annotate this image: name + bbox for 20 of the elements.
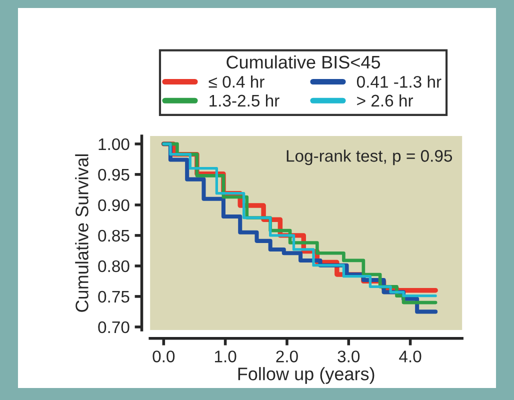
y-tick-label: 0.75: [98, 290, 130, 303]
y-axis-title: Cumulative Survival: [75, 154, 88, 312]
legend-title: Cumulative BIS<45: [226, 55, 380, 69]
y-tick-label: 1.00: [98, 138, 130, 150]
legend-label: 1.3-2.5 hr: [210, 94, 280, 107]
y-tick-label: 0.70: [98, 321, 130, 334]
x-tick-label: 2.0: [276, 350, 298, 362]
y-tick-label: 0.90: [98, 199, 130, 212]
y-tick-label: 0.85: [98, 230, 130, 242]
annotation: Log-rank test, p = 0.95: [286, 150, 452, 166]
x-axis-title: Follow up (years): [238, 367, 374, 384]
x-tick-label: 1.0: [215, 350, 236, 362]
y-tick-label: 0.80: [98, 260, 130, 272]
y-tick-label: 0.95: [98, 168, 130, 181]
x-tick-label: 4.0: [399, 350, 422, 362]
x-tick-label: 3.0: [338, 350, 360, 362]
legend-label: 0.41 -1.3 hr: [356, 76, 442, 88]
legend-label: ≤ 0.4 hr: [208, 76, 264, 88]
legend-label: > 2.6 hr: [357, 94, 414, 107]
x-tick-label: 0.0: [152, 350, 175, 362]
